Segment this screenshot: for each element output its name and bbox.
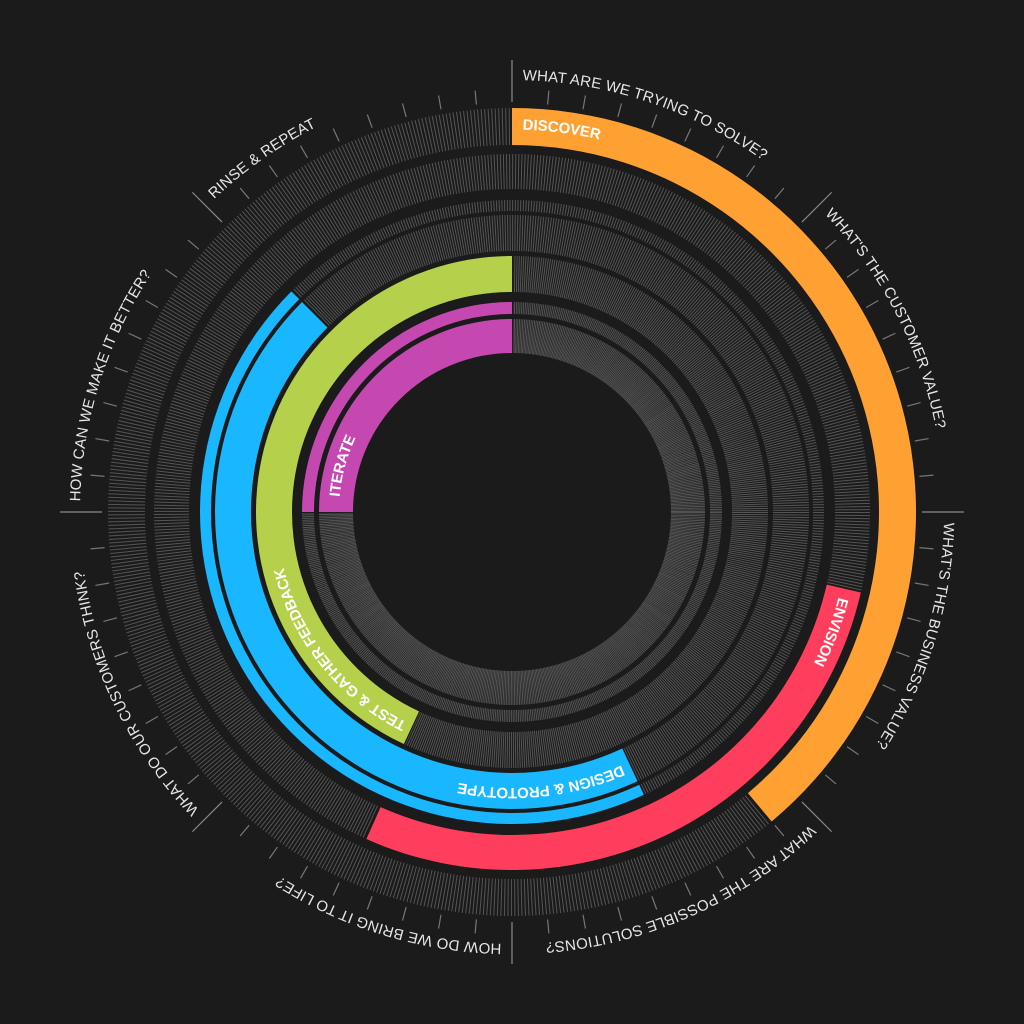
minor-tick [547,919,550,934]
minor-tick [617,103,623,118]
minor-tick [824,239,837,250]
minor-tick [715,145,725,159]
major-tick [801,191,833,223]
hatch-ring [302,302,722,722]
minor-tick [299,865,309,879]
minor-tick [366,896,373,910]
phase-arcs [199,107,917,871]
minor-tick [437,95,442,110]
arc-gap [214,300,640,810]
minor-tick [114,366,128,373]
minor-tick [906,401,921,407]
major-tick [191,191,223,223]
minor-tick [103,401,118,407]
minor-tick [919,547,934,550]
minor-tick [299,145,309,159]
minor-tick [95,437,110,442]
minor-tick [401,103,407,118]
hatch-ring [154,154,870,870]
outer-ticks [60,60,964,964]
minor-tick [474,919,477,934]
minor-tick [715,865,725,879]
minor-tick [239,187,250,200]
major-tick [191,801,223,833]
minor-tick [914,437,929,442]
minor-tick [268,846,278,859]
minor-tick [684,128,692,142]
minor-tick [187,774,200,785]
hatch-ring [215,215,809,809]
minor-tick [846,746,859,756]
minor-tick [882,684,896,692]
minor-tick [332,128,340,142]
minor-tick [145,299,159,309]
minor-tick [914,582,929,587]
minor-tick [165,746,178,756]
minor-tick [366,114,373,128]
minor-tick [865,715,879,725]
question-label: WHAT DO OUR CUSTOMERS THINK? [71,570,202,819]
minor-tick [865,299,879,309]
phase-arc-test [256,256,512,745]
hatch-ring [256,256,768,768]
minor-tick [824,774,837,785]
minor-tick [128,332,142,340]
minor-tick [90,474,105,477]
minor-tick [332,882,340,896]
minor-tick [882,332,896,340]
minor-tick [90,547,105,550]
question-label: RINSE & REPEAT [205,115,318,202]
minor-tick [145,715,159,725]
minor-tick [128,684,142,692]
minor-tick [651,114,658,128]
minor-tick [547,90,550,105]
phase-arc-discover [512,108,916,822]
question-label: HOW CAN WE MAKE IT BETTER? [67,267,155,502]
hatch-ring [200,200,824,824]
minor-tick [474,90,477,105]
minor-tick [746,846,756,859]
minor-tick [846,268,859,278]
minor-tick [114,651,128,658]
minor-tick [582,95,587,110]
minor-tick [617,906,623,921]
minor-tick [746,165,756,178]
minor-tick [774,824,785,837]
phase-arc-envision [366,584,861,870]
minor-tick [187,239,200,250]
minor-tick [103,617,118,623]
minor-tick [774,187,785,200]
phase-arc-iterate [319,319,512,512]
minor-tick [401,906,407,921]
minor-tick [95,582,110,587]
minor-tick [906,617,921,623]
phase-arc-iterate [302,302,512,512]
minor-tick [437,914,442,929]
minor-tick [239,824,250,837]
minor-tick [651,896,658,910]
minor-tick [582,914,587,929]
minor-tick [684,882,692,896]
minor-tick [896,366,910,373]
question-label: HOW DO WE BRING IT TO LIFE? [273,873,502,957]
minor-tick [165,268,178,278]
minor-tick [896,651,910,658]
major-tick [801,801,833,833]
minor-tick [268,165,278,178]
minor-tick [919,474,934,477]
